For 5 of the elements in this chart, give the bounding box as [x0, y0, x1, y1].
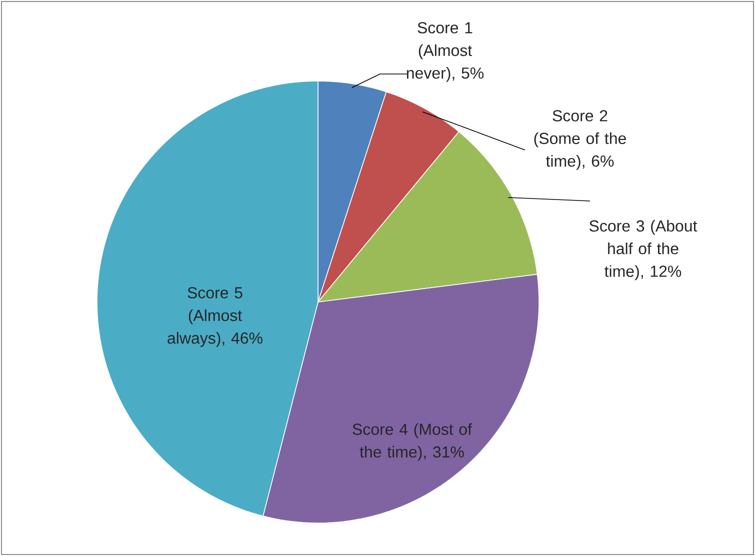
slice-label: Score 1 (Almost never), 5% — [406, 22, 484, 82]
slice-label: Score 3 (About half of the time), 12% — [589, 220, 698, 280]
slice-label: Score 5 (Almost always), 46% — [168, 287, 262, 347]
slice-label: Score 2 (Some of the time), 6% — [534, 110, 626, 170]
slice-label: Score 4 (Most of the time), 31% — [352, 423, 472, 461]
